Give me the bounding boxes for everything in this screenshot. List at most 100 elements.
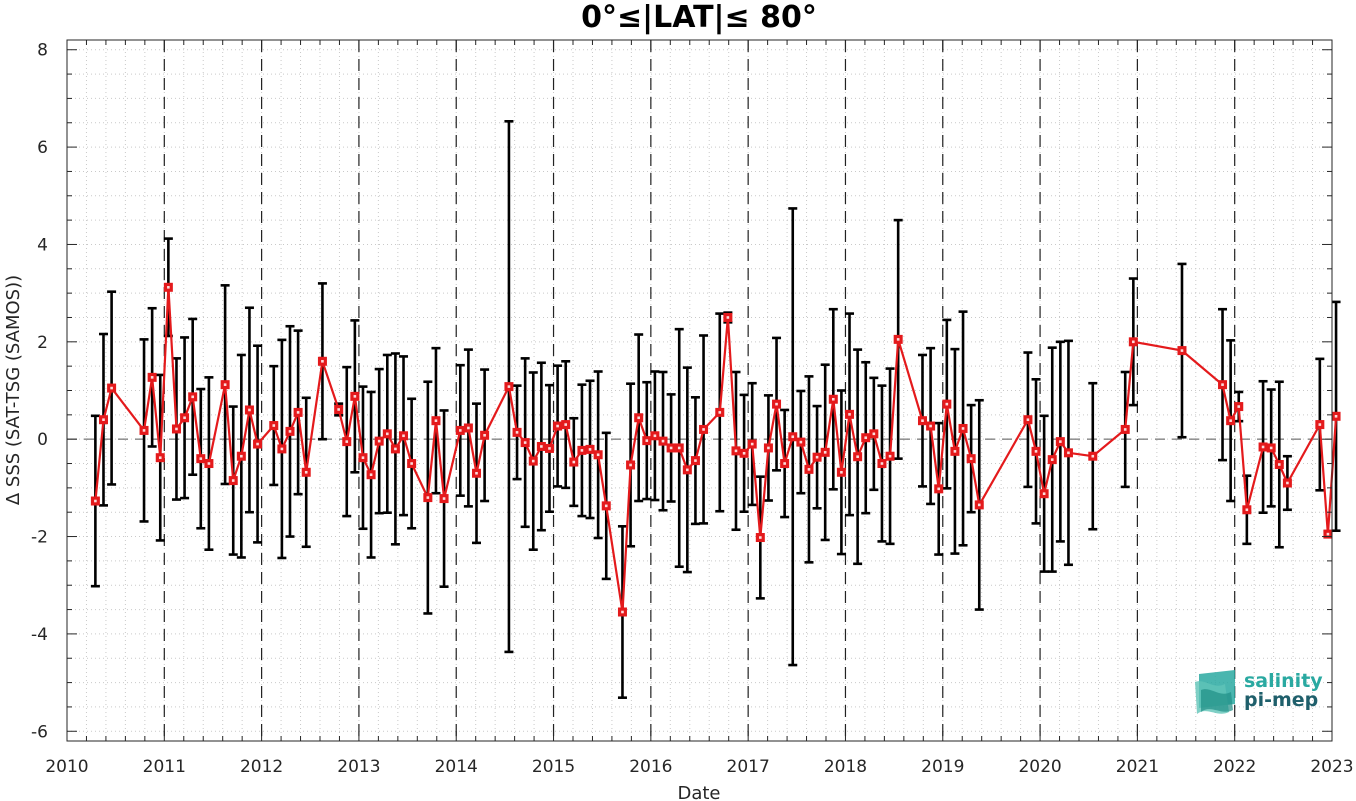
data-point-marker-center — [596, 453, 600, 457]
data-point-marker-center — [1123, 428, 1127, 431]
data-point-marker-center — [831, 397, 835, 401]
data-point-marker-center — [1059, 440, 1062, 443]
x-tick-label: 2021 — [1116, 757, 1159, 777]
data-point-marker-center — [637, 416, 640, 420]
data-point-marker-center — [702, 428, 705, 431]
data-point-marker-center — [1261, 445, 1265, 449]
data-point-marker-center — [110, 386, 113, 390]
data-point-marker-center — [1050, 458, 1054, 461]
data-point-marker-center — [1026, 418, 1030, 422]
data-point-marker-center — [726, 316, 730, 319]
data-point-marker-center — [272, 424, 276, 427]
data-point-marker-center — [183, 416, 186, 420]
data-point-marker-center — [223, 383, 227, 386]
data-point-marker-center — [248, 408, 251, 412]
salinity-pi-mep-logo: salinity pi-mep — [1195, 670, 1323, 714]
data-point-marker-center — [856, 455, 859, 459]
data-point-marker-center — [896, 338, 900, 341]
data-point-marker-center — [588, 448, 592, 451]
data-point-marker-center — [864, 436, 868, 440]
data-point-marker-center — [791, 435, 795, 439]
data-point-marker-center — [475, 471, 478, 475]
data-point-marker-center — [969, 457, 973, 460]
data-point-marker-center — [207, 462, 211, 465]
data-point-marker-center — [783, 462, 786, 465]
data-point-marker-center — [280, 447, 284, 451]
data-point-marker-center — [848, 413, 851, 416]
wave-logo-icon — [1195, 670, 1235, 714]
data-point-marker-center — [1237, 405, 1241, 408]
y-tick-label: 0 — [37, 430, 48, 450]
x-tick-label: 2011 — [143, 757, 186, 777]
data-point-marker-center — [337, 408, 340, 411]
data-point-marker-center — [102, 418, 105, 422]
data-point-marker-center — [150, 376, 154, 379]
data-point-marker-center — [426, 496, 430, 499]
data-point-marker-center — [1286, 481, 1289, 485]
data-point-marker-center — [1277, 463, 1281, 466]
data-point-marker-center — [929, 424, 932, 428]
x-tick-label: 2010 — [45, 757, 88, 777]
data-point-marker-center — [296, 411, 300, 414]
data-point-marker-center — [94, 499, 97, 503]
data-point-marker-center — [434, 419, 438, 422]
data-point-marker-center — [734, 449, 738, 453]
data-point-marker-center — [1318, 423, 1322, 426]
data-point-marker-center — [167, 285, 170, 289]
data-point-marker-center — [653, 434, 657, 438]
data-point-marker-center — [1132, 340, 1135, 344]
data-point-marker-center — [621, 610, 624, 614]
data-point-marker-center — [142, 429, 146, 432]
y-tick-label: 2 — [37, 333, 48, 353]
x-tick-label: 2023 — [1310, 757, 1353, 777]
data-point-marker-center — [304, 470, 308, 474]
data-point-marker-center — [548, 447, 551, 450]
data-point-marker-center — [394, 447, 397, 451]
data-point-marker-center — [483, 433, 486, 437]
data-point-marker-center — [645, 439, 649, 442]
data-point-marker-center — [240, 454, 243, 458]
data-point-marker-center — [353, 395, 357, 398]
x-tick-label: 2014 — [435, 757, 478, 777]
data-point-marker-center — [540, 445, 543, 448]
data-point-marker-center — [1180, 349, 1184, 352]
x-tick-label: 2012 — [240, 757, 283, 777]
data-point-marker-center — [977, 503, 981, 507]
data-point-marker-center — [199, 457, 203, 460]
data-point-marker-center — [686, 468, 689, 472]
data-point-marker-center — [750, 442, 754, 446]
chart-title: 0°≤|LAT|≤ 80° — [581, 0, 817, 35]
data-point-marker-center — [402, 434, 405, 438]
data-point-marker-center — [1269, 446, 1273, 450]
data-point-marker-center — [361, 456, 365, 459]
y-tick-labels: -6 -4 -2 0 2 4 6 8 — [31, 41, 48, 743]
y-tick-label: -2 — [31, 528, 48, 548]
data-point-marker-center — [759, 536, 762, 539]
data-point-marker-center — [191, 395, 194, 399]
data-point-marker-center — [531, 459, 535, 463]
data-point-marker-center — [775, 402, 778, 406]
data-point-marker-center — [815, 455, 819, 459]
data-point-marker-center — [840, 470, 843, 474]
data-point-marker-center — [523, 441, 527, 444]
x-tick-label: 2020 — [1018, 757, 1061, 777]
axis-ticks — [66, 40, 1333, 741]
data-point-marker-center — [572, 460, 576, 464]
data-point-marker-center — [1034, 450, 1038, 453]
data-point-marker-center — [231, 479, 235, 482]
data-point-marker-center — [507, 385, 511, 388]
logo-text-line2: pi-mep — [1244, 689, 1318, 711]
data-point-marker-center — [953, 450, 957, 453]
data-point-marker-center — [288, 430, 292, 433]
data-point-marker-center — [742, 451, 746, 455]
y-tick-label: 4 — [37, 235, 48, 255]
x-tick-label: 2013 — [337, 757, 380, 777]
data-point-marker-center — [442, 497, 446, 500]
data-point-marker-center — [807, 468, 811, 471]
x-tick-label: 2022 — [1213, 757, 1256, 777]
data-point-marker-center — [580, 449, 584, 452]
data-point-marker-center — [937, 487, 941, 491]
data-point-marker-center — [945, 402, 949, 406]
data-point-marker-center — [767, 446, 770, 450]
data-point-marker-center — [321, 359, 324, 363]
